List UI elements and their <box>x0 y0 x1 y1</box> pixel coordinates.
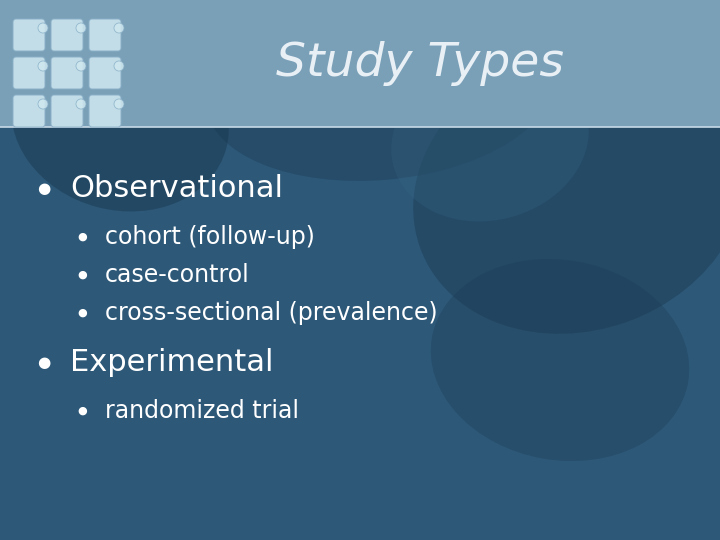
Circle shape <box>76 99 86 109</box>
FancyBboxPatch shape <box>13 57 45 89</box>
Ellipse shape <box>391 58 589 221</box>
Text: ●: ● <box>77 406 87 416</box>
FancyBboxPatch shape <box>51 57 83 89</box>
Ellipse shape <box>413 46 720 334</box>
Ellipse shape <box>431 259 689 461</box>
Text: cohort (follow-up): cohort (follow-up) <box>105 225 315 249</box>
FancyBboxPatch shape <box>89 95 121 127</box>
Text: Experimental: Experimental <box>70 348 274 377</box>
Text: ●: ● <box>77 270 87 280</box>
Ellipse shape <box>12 29 229 212</box>
Circle shape <box>38 23 48 33</box>
Text: case-control: case-control <box>105 263 250 287</box>
Circle shape <box>38 99 48 109</box>
Text: cross-sectional (prevalence): cross-sectional (prevalence) <box>105 301 438 325</box>
FancyBboxPatch shape <box>89 57 121 89</box>
FancyBboxPatch shape <box>13 19 45 51</box>
Circle shape <box>38 61 48 71</box>
Text: ●: ● <box>77 232 87 242</box>
FancyBboxPatch shape <box>51 95 83 127</box>
FancyBboxPatch shape <box>13 95 45 127</box>
Text: ●: ● <box>37 355 50 370</box>
Circle shape <box>76 61 86 71</box>
Circle shape <box>114 61 124 71</box>
Bar <box>0 0 720 127</box>
Text: Study Types: Study Types <box>276 41 564 86</box>
Circle shape <box>76 23 86 33</box>
Circle shape <box>114 99 124 109</box>
Text: ●: ● <box>77 308 87 318</box>
Circle shape <box>114 23 124 33</box>
FancyBboxPatch shape <box>89 19 121 51</box>
Text: ●: ● <box>37 181 50 197</box>
Text: Observational: Observational <box>70 174 283 204</box>
FancyBboxPatch shape <box>51 19 83 51</box>
Text: randomized trial: randomized trial <box>105 399 299 423</box>
Ellipse shape <box>205 0 554 181</box>
